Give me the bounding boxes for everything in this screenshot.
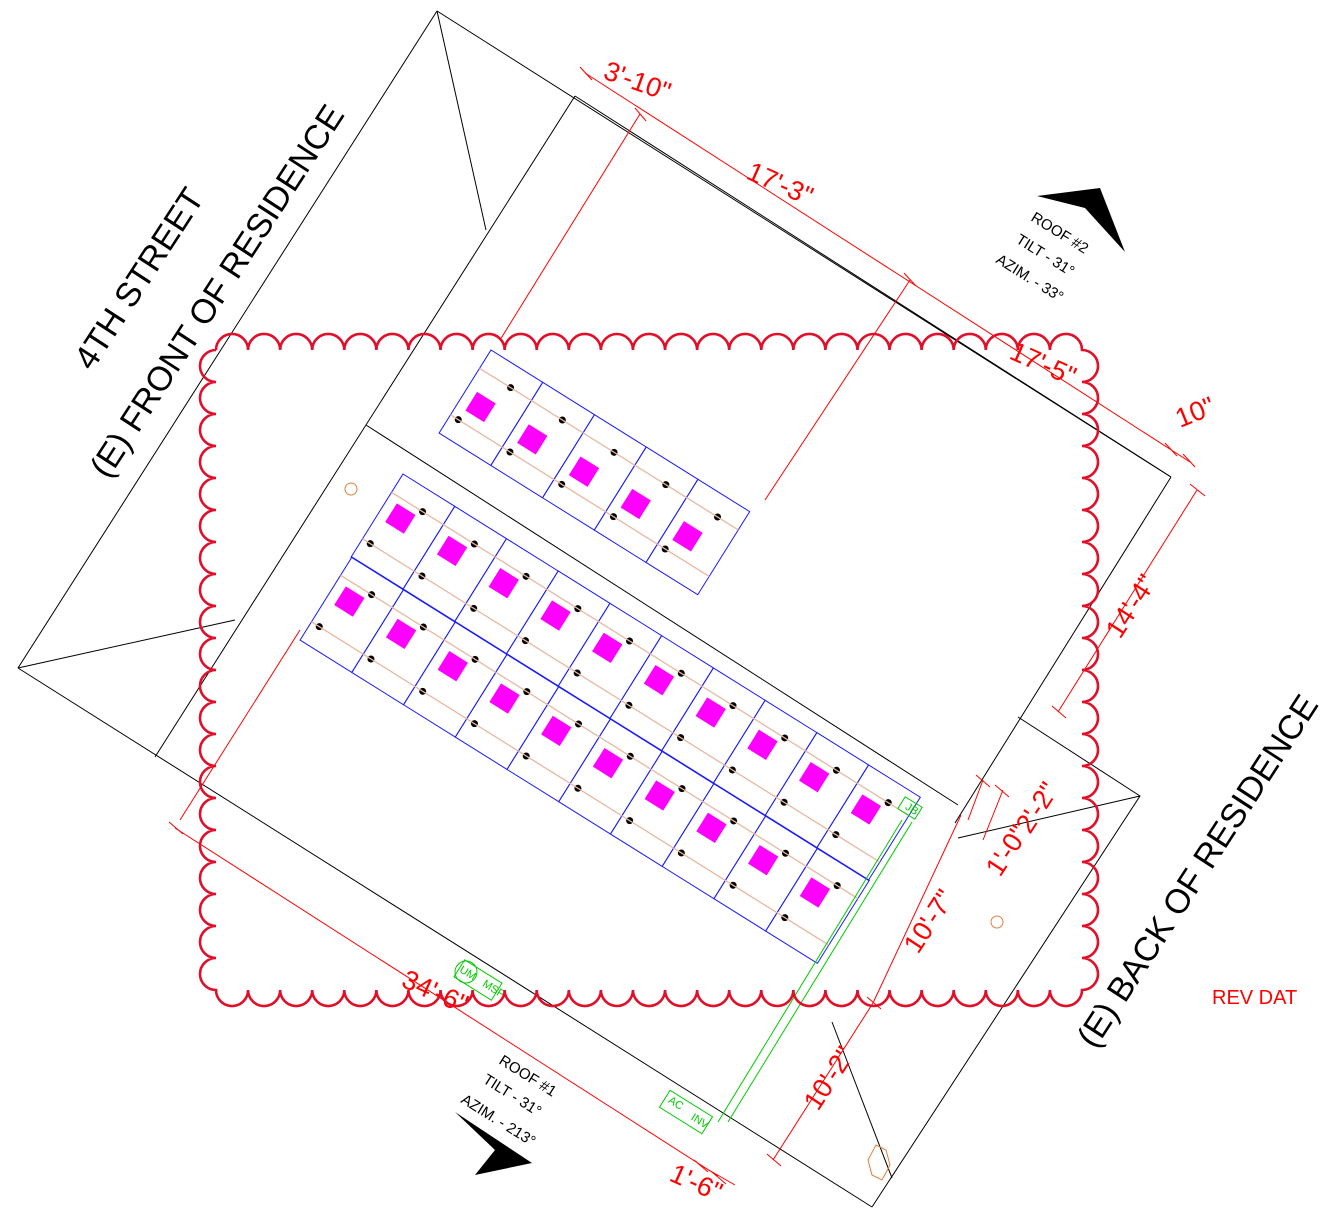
- optimizer: [437, 651, 468, 682]
- mounting-rail: [311, 621, 830, 946]
- roof-2-label: ROOF #2 TILT - 31° AZIM. - 33°: [993, 188, 1125, 306]
- optimizer: [620, 488, 651, 520]
- roof-vent-icon: [344, 482, 358, 496]
- junction-box: JB: [897, 796, 923, 820]
- optimizer: [748, 845, 779, 876]
- revision-date-label: REV DAT: [1212, 987, 1298, 1009]
- roof-outline: [17, 10, 1172, 1208]
- optimizer: [568, 456, 600, 487]
- mounting-rail: [479, 367, 739, 531]
- optimizer: [850, 794, 882, 825]
- junction-box-label: JB: [903, 801, 920, 818]
- dim-10in: 10": [1171, 391, 1219, 434]
- optimizer: [436, 535, 468, 567]
- mounting-rail: [362, 538, 881, 863]
- optimizer: [672, 521, 703, 552]
- optimizer: [592, 632, 623, 664]
- optimizer: [592, 748, 624, 779]
- optimizer: [696, 812, 727, 843]
- optimizer: [643, 665, 675, 696]
- dim-3-10: 3'-10": [600, 55, 675, 107]
- dim-10-7: 10'-7": [898, 884, 961, 958]
- mounting-rail: [340, 574, 859, 900]
- optimizer: [385, 503, 416, 534]
- roof-vent-icon: [867, 1144, 891, 1181]
- mounting-rail: [391, 491, 910, 817]
- roof-1-label: ROOF #1 TILT - 31° AZIM. - 213°: [455, 1052, 559, 1175]
- mounting-rail: [450, 414, 710, 578]
- optimizer: [644, 780, 675, 811]
- optimizer: [799, 877, 831, 908]
- dim-14-4: 14'-4": [1100, 569, 1163, 643]
- dim-17-3: 17'-3": [743, 156, 818, 211]
- dim-1-6: 1'-6": [666, 1158, 727, 1207]
- ac-disconnect-label: AC: [666, 1094, 685, 1112]
- optimizer: [695, 697, 726, 728]
- optimizer: [540, 600, 571, 631]
- optimizer: [465, 391, 496, 423]
- solar-panel: [645, 478, 751, 596]
- optimizer: [334, 586, 365, 617]
- optimizer: [489, 683, 520, 714]
- inverter-label: INV: [689, 1112, 711, 1132]
- optimizer: [747, 729, 778, 760]
- optimizer: [385, 618, 417, 650]
- roof-2-arrow-icon: [1037, 188, 1125, 252]
- ac-disconnect-inverter: AC INV: [658, 1089, 714, 1135]
- dim-10-2: 10'-2": [798, 1041, 861, 1115]
- optimizer: [799, 762, 830, 793]
- roof-1-arrow-icon: [455, 1112, 532, 1175]
- solar-panel: [764, 847, 870, 965]
- solar-panel: [815, 764, 921, 882]
- roof-vent-icon: [990, 915, 1004, 929]
- optimizer: [488, 568, 519, 599]
- revision-cloud: [198, 332, 1100, 1008]
- optimizer: [517, 424, 548, 455]
- optimizer: [541, 715, 572, 747]
- solar-arrays: [299, 349, 921, 965]
- conduit-run: [717, 819, 913, 1123]
